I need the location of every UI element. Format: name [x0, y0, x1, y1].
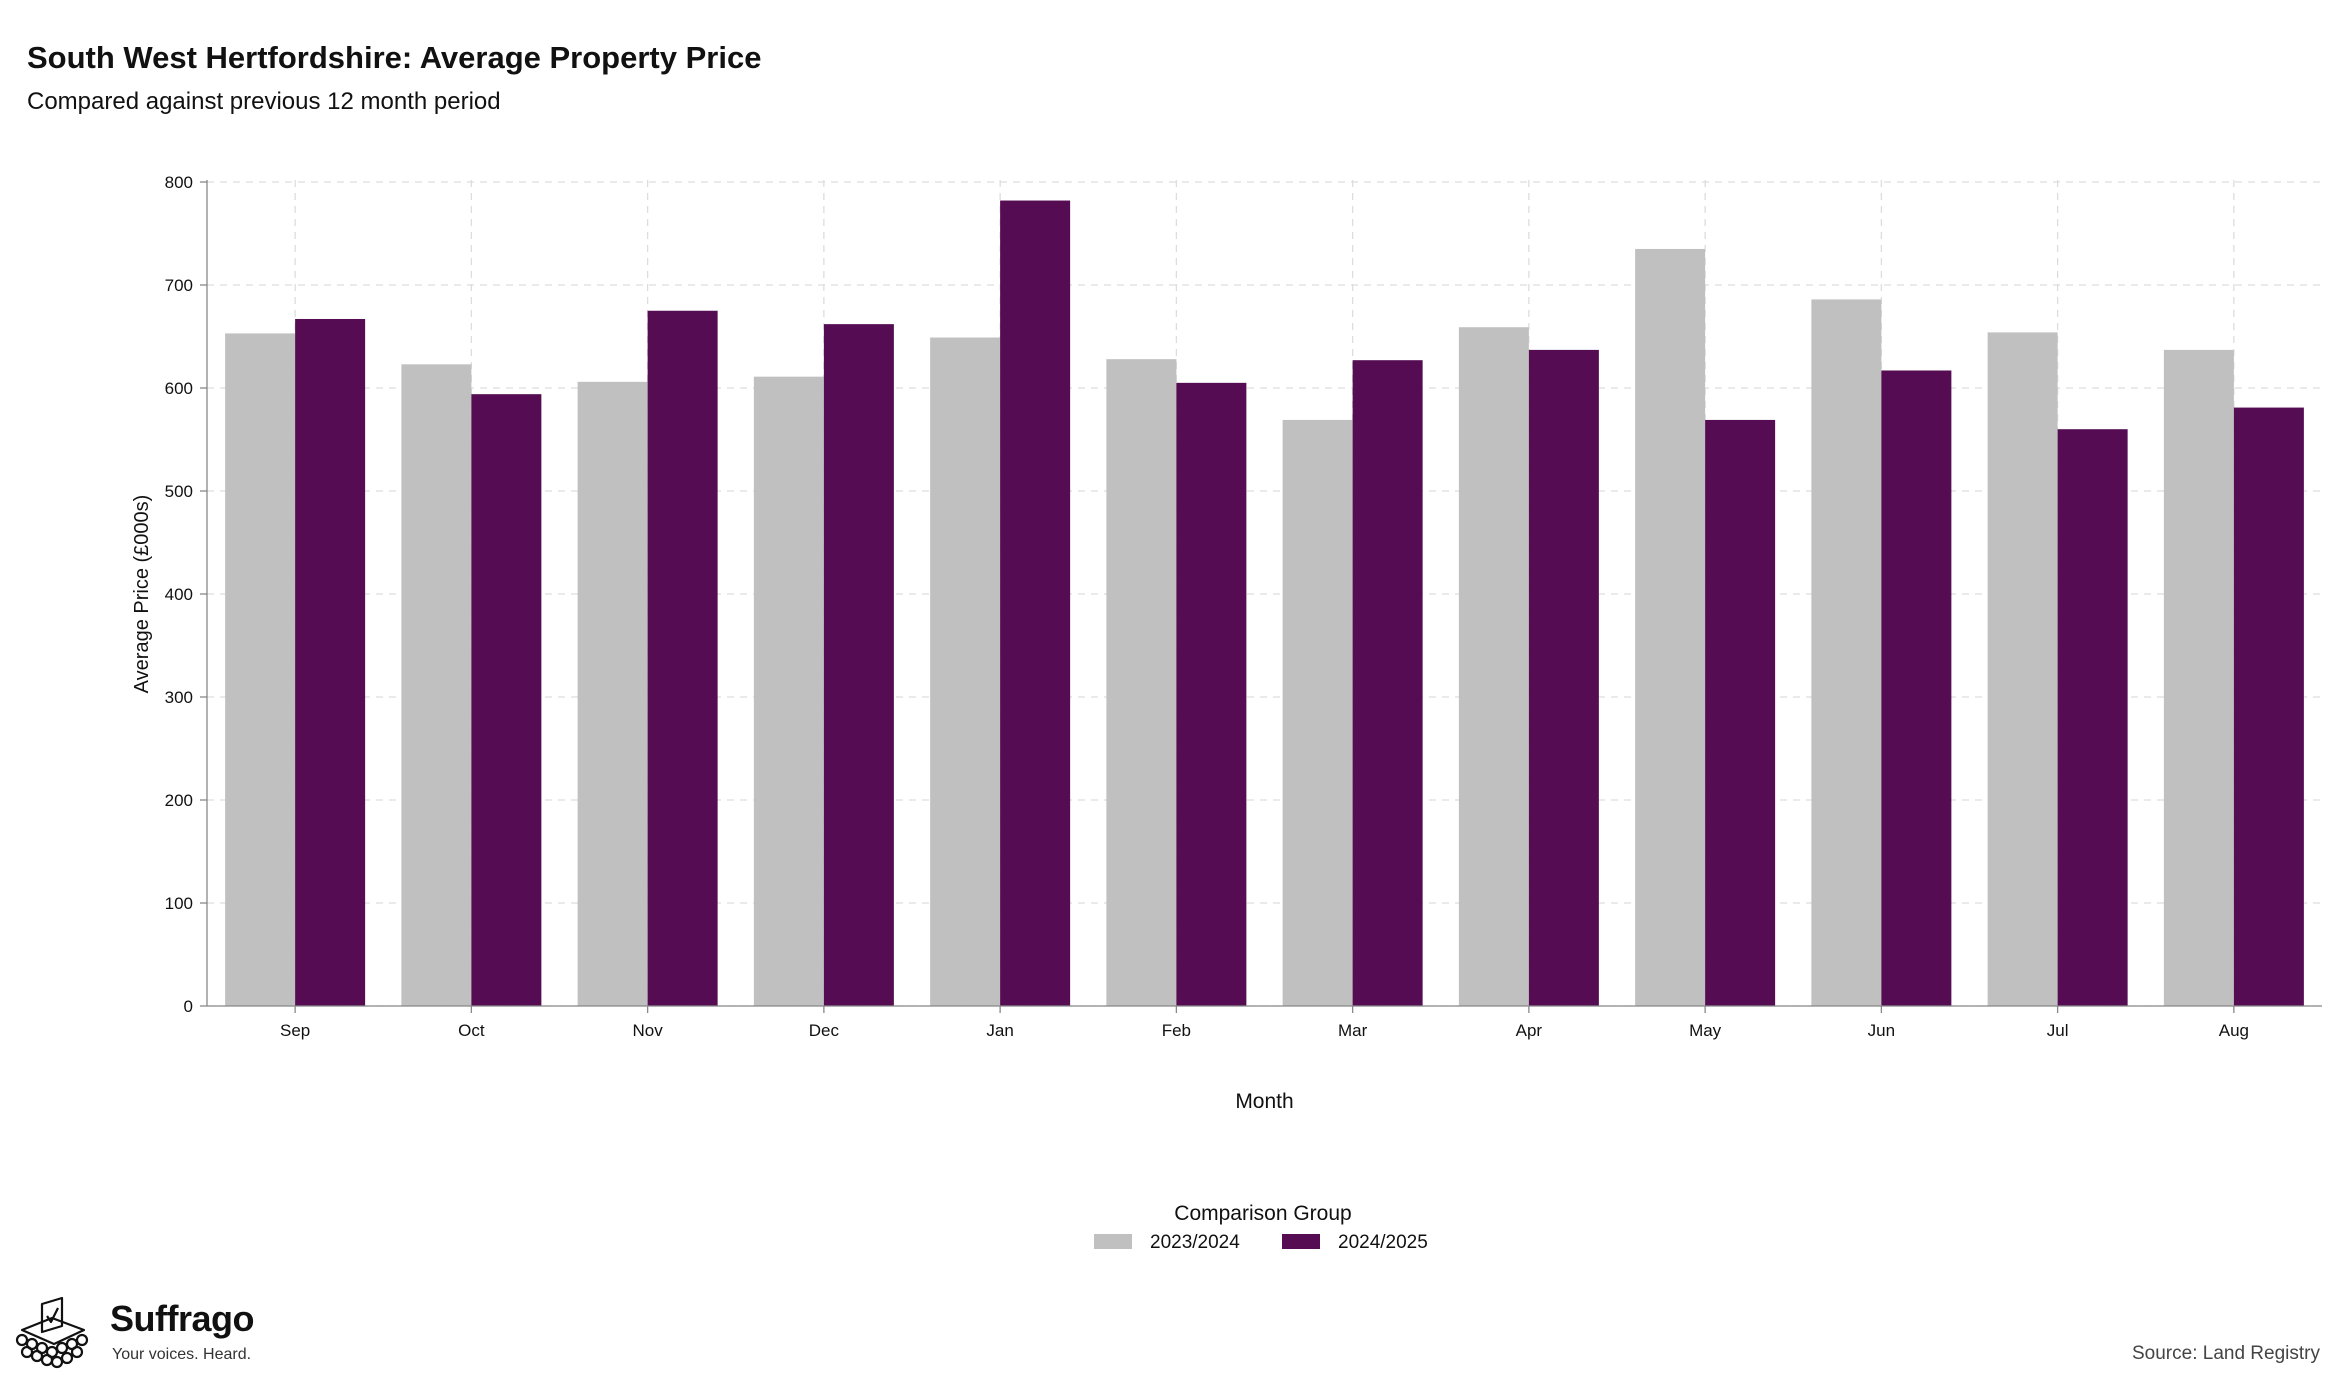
y-tick-label: 400: [165, 585, 193, 604]
y-tick-label: 800: [165, 173, 193, 192]
x-tick-label: Jan: [986, 1021, 1013, 1040]
bar-2023-2024-sep: [225, 333, 296, 1006]
x-tick-label: Nov: [633, 1021, 664, 1040]
x-tick-label: Oct: [458, 1021, 485, 1040]
legend-title: Comparison Group: [1174, 1202, 1351, 1225]
y-axis-title: Average Price (£000s): [131, 495, 153, 694]
y-tick-label: 200: [165, 791, 193, 810]
legend-label: 2024/2025: [1338, 1232, 1428, 1253]
bar-2023-2024-may: [1635, 248, 1706, 1006]
bar-2024-2025-nov: [647, 310, 718, 1006]
bar-2023-2024-dec: [753, 376, 824, 1006]
chart-subtitle: Compared against previous 12 month perio…: [27, 88, 501, 115]
bar-2023-2024-nov: [577, 381, 648, 1006]
bar-2024-2025-feb: [1176, 382, 1247, 1007]
bar-2024-2025-sep: [295, 318, 366, 1006]
source-note: Source: Land Registry: [2132, 1343, 2320, 1364]
legend-swatch: [1094, 1234, 1132, 1249]
y-tick-label: 600: [165, 379, 193, 398]
ballot-box-icon: [15, 1296, 89, 1369]
y-tick-label: 100: [165, 894, 193, 913]
x-tick-label: Apr: [1516, 1021, 1543, 1040]
x-tick-label: Jun: [1868, 1021, 1895, 1040]
brand-logo: Suffrago Your voices. Heard.: [14, 1296, 314, 1381]
bar-2023-2024-mar: [1282, 419, 1353, 1006]
legend-label: 2023/2024: [1150, 1232, 1240, 1253]
bar-2024-2025-mar: [1352, 360, 1423, 1006]
brand-tagline: Your voices. Heard.: [112, 1346, 252, 1363]
bar-2024-2025-aug: [2233, 407, 2304, 1006]
bar-2023-2024-aug: [2163, 349, 2234, 1006]
x-tick-label: Sep: [280, 1021, 310, 1040]
x-tick-label: Feb: [1162, 1021, 1191, 1040]
bar-2024-2025-dec: [823, 324, 894, 1006]
y-tick-label: 300: [165, 688, 193, 707]
y-tick-label: 700: [165, 276, 193, 295]
chart-title: South West Hertfordshire: Average Proper…: [27, 40, 762, 75]
x-tick-label: May: [1689, 1021, 1722, 1040]
x-tick-label: Mar: [1338, 1021, 1368, 1040]
bar-2024-2025-jun: [1881, 370, 1952, 1006]
bar-2023-2024-oct: [401, 364, 472, 1006]
x-tick-label: Dec: [809, 1021, 840, 1040]
y-tick-label: 500: [165, 482, 193, 501]
brand-name: Suffrago: [110, 1298, 255, 1339]
bar-2023-2024-jul: [1987, 332, 2058, 1006]
bar-2024-2025-jul: [2057, 429, 2128, 1006]
bar-2024-2025-jan: [1000, 200, 1071, 1007]
bar-2023-2024-feb: [1106, 359, 1177, 1006]
legend-swatch: [1282, 1234, 1320, 1249]
bar-2024-2025-oct: [471, 394, 542, 1006]
x-axis-title: Month: [1235, 1090, 1293, 1113]
x-tick-label: Aug: [2219, 1021, 2249, 1040]
bar-2023-2024-apr: [1458, 327, 1529, 1007]
y-tick-label: 0: [184, 997, 193, 1016]
x-tick-label: Jul: [2047, 1021, 2069, 1040]
bar-2024-2025-may: [1705, 419, 1776, 1006]
bar-2023-2024-jun: [1811, 299, 1882, 1006]
bar-2024-2025-apr: [1528, 349, 1599, 1006]
bar-2023-2024-jan: [930, 337, 1001, 1006]
